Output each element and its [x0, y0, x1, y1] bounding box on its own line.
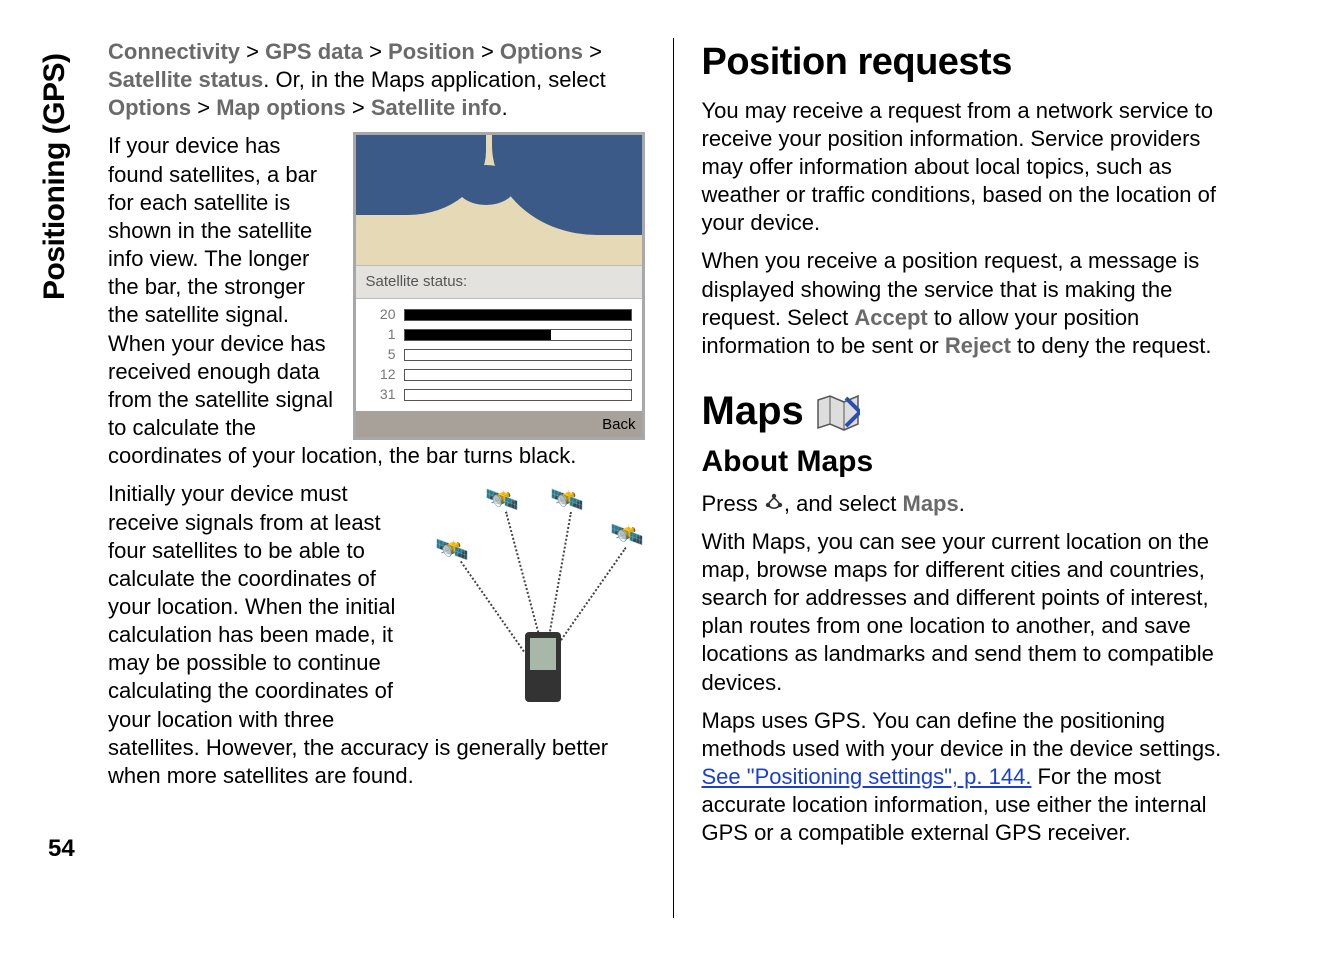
breadcrumb-separator: >	[481, 39, 500, 64]
breadcrumb-separator: >	[352, 95, 371, 120]
text-run: to deny the request.	[1011, 333, 1212, 358]
satellite-row: 5	[366, 345, 632, 365]
page-number: 54	[48, 835, 75, 863]
breadcrumb-item: GPS data	[265, 39, 363, 64]
ui-label-reject: Reject	[945, 333, 1011, 358]
maps-heading-text: Maps	[702, 386, 804, 437]
satellite-row: 31	[366, 385, 632, 405]
satellite-id: 1	[366, 326, 396, 344]
device-frame: Satellite status: 20 1 5 12	[353, 132, 645, 439]
satellite-row: 20	[366, 305, 632, 325]
breadcrumb-tail: . Or, in the Maps application, select	[263, 67, 605, 92]
breadcrumb-separator: >	[589, 39, 602, 64]
satellite-icon: 🛰️	[610, 517, 645, 553]
ui-label-maps: Maps	[903, 491, 959, 516]
satellite-bar	[404, 389, 632, 401]
diagram-frame: 🛰️ 🛰️ 🛰️ 🛰️	[430, 482, 645, 712]
body-paragraph: Maps uses GPS. You can define the positi…	[702, 707, 1239, 848]
text-run: .	[959, 491, 965, 516]
map-thumbnail	[356, 135, 642, 265]
satellite-status-header: Satellite status:	[356, 265, 642, 298]
back-softkey[interactable]: Back	[602, 416, 635, 433]
section-heading: Position requests	[702, 38, 1239, 87]
body-paragraph: With Maps, you can see your current loca…	[702, 528, 1239, 697]
breadcrumb-item: Map options	[216, 95, 346, 120]
body-paragraph: You may receive a request from a network…	[702, 97, 1239, 238]
breadcrumb-separator: >	[197, 95, 216, 120]
breadcrumb-item: Satellite info	[371, 95, 502, 120]
satellite-bar	[404, 309, 632, 321]
section-heading-maps: Maps	[702, 386, 1239, 437]
breadcrumb: Connectivity > GPS data > Position > Opt…	[108, 38, 645, 122]
right-column: Position requests You may receive a requ…	[674, 38, 1269, 918]
satellite-bar	[404, 329, 632, 341]
text-run: Press	[702, 491, 764, 516]
cross-reference-link[interactable]: See "Positioning settings", p. 144.	[702, 764, 1032, 789]
phone-icon	[525, 632, 561, 702]
breadcrumb-separator: >	[369, 39, 388, 64]
satellite-id: 20	[366, 306, 396, 324]
maps-icon	[816, 392, 860, 432]
body-paragraph: Press , and select Maps.	[702, 490, 1239, 518]
satellite-diagram: 🛰️ 🛰️ 🛰️ 🛰️	[430, 482, 645, 712]
two-column-layout: Connectivity > GPS data > Position > Opt…	[108, 38, 1268, 918]
satellite-id: 31	[366, 386, 396, 404]
satellite-bar	[404, 369, 632, 381]
satellite-icon: 🛰️	[485, 482, 520, 518]
softkey-bar: Back	[356, 411, 642, 437]
satellite-row: 12	[366, 365, 632, 385]
text-run: Maps uses GPS. You can define the positi…	[702, 708, 1222, 761]
satellite-bars: 20 1 5 12 31	[356, 299, 642, 411]
satellite-status-screenshot: Satellite status: 20 1 5 12	[353, 132, 645, 439]
menu-key-icon	[764, 492, 784, 512]
chapter-sidebar-label: Positioning (GPS)	[38, 54, 72, 301]
ui-label-accept: Accept	[854, 305, 927, 330]
breadcrumb-item: Options	[500, 39, 583, 64]
body-paragraph: When you receive a position request, a m…	[702, 247, 1239, 360]
satellite-id: 12	[366, 366, 396, 384]
subsection-heading: About Maps	[702, 443, 1239, 481]
left-column: Connectivity > GPS data > Position > Opt…	[108, 38, 674, 918]
breadcrumb-tail: .	[502, 95, 508, 120]
satellite-icon: 🛰️	[435, 532, 470, 568]
breadcrumb-separator: >	[246, 39, 265, 64]
breadcrumb-item: Satellite status	[108, 67, 263, 92]
text-run: , and select	[784, 491, 903, 516]
satellite-id: 5	[366, 346, 396, 364]
breadcrumb-item: Position	[388, 39, 475, 64]
satellite-icon: 🛰️	[550, 482, 585, 518]
satellite-row: 1	[366, 325, 632, 345]
satellite-bar	[404, 349, 632, 361]
breadcrumb-item: Options	[108, 95, 191, 120]
breadcrumb-item: Connectivity	[108, 39, 240, 64]
